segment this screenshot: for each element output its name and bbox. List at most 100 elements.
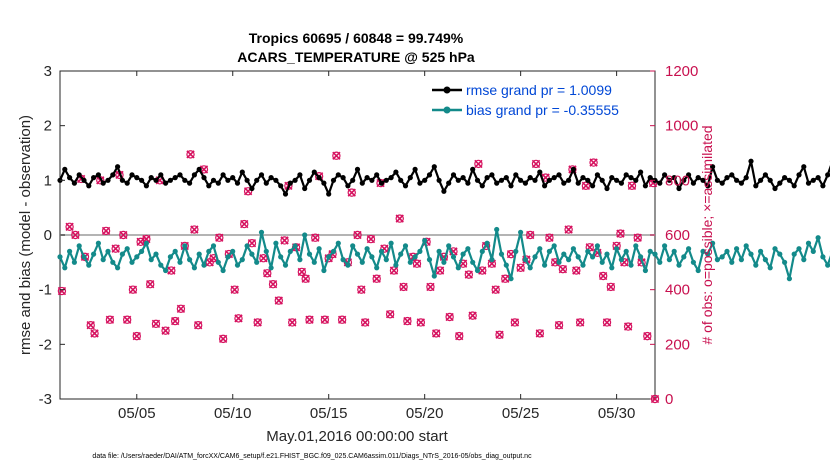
rmse-point <box>786 177 793 183</box>
obs-count-marker <box>274 296 284 305</box>
bias-point <box>657 259 663 265</box>
rmse-point <box>724 175 730 181</box>
obs-possible-marker <box>468 311 477 320</box>
rmse-point <box>700 177 706 183</box>
rmse-point <box>335 172 341 178</box>
obs-assimilated-marker <box>65 222 74 231</box>
obs-assimilated-marker <box>564 225 573 234</box>
bias-point <box>81 254 87 260</box>
rmse-point <box>254 177 260 183</box>
obs-possible-marker <box>230 285 239 294</box>
obs-assimilated-marker <box>495 330 504 339</box>
obs-possible-marker <box>372 274 381 283</box>
bias-point <box>753 262 759 268</box>
obs-possible-marker <box>455 331 464 341</box>
y-right-tick-label: 1000 <box>665 118 698 135</box>
chart-title-line1: Tropics 60695 / 60848 = 99.749% <box>249 30 464 46</box>
rmse-point <box>316 175 322 181</box>
obs-assimilated-marker <box>111 244 120 253</box>
obs-assimilated-marker <box>554 321 564 330</box>
obs-count-marker <box>65 222 74 231</box>
tick-layer: -3 -2 -1 0 1 2 3 0 200 400 600 800 1000 1200 05/05 05/1… <box>39 63 699 422</box>
rmse-point <box>431 164 437 170</box>
rmse-point <box>561 180 567 186</box>
bias-point <box>374 265 380 271</box>
bias-point <box>278 254 284 260</box>
rmse-point <box>215 180 221 186</box>
rmse-point <box>815 175 821 181</box>
obs-possible-marker <box>105 315 115 324</box>
rmse-point <box>268 175 274 181</box>
obs-possible-marker <box>531 159 541 169</box>
rmse-point <box>518 177 524 183</box>
rmse-point <box>139 177 145 183</box>
rmse-point <box>647 175 653 181</box>
rmse-point <box>762 172 769 178</box>
bias-point <box>187 257 193 263</box>
obs-assimilated-marker <box>435 266 445 275</box>
obs-possible-marker <box>385 310 395 319</box>
bias-line <box>58 228 830 280</box>
obs-count-marker <box>111 244 120 253</box>
rmse-point <box>206 183 212 189</box>
bias-point <box>201 262 207 268</box>
obs-possible-marker <box>57 286 67 296</box>
obs-count-marker <box>105 315 115 324</box>
rmse-point <box>354 166 361 172</box>
obs-count-marker <box>240 219 249 229</box>
rmse-point <box>498 177 505 183</box>
bias-point <box>642 267 649 274</box>
obs-count-marker <box>602 318 612 327</box>
y-right-tick-label: 400 <box>665 282 690 299</box>
rmse-point <box>796 172 802 178</box>
rmse-point <box>153 177 159 183</box>
rmse-point <box>801 164 807 170</box>
rmse-point <box>479 183 485 189</box>
rmse-point <box>580 175 586 181</box>
series-layer <box>57 158 830 282</box>
obs-possible-marker <box>589 158 598 167</box>
obs-count-marker <box>474 159 483 169</box>
rmse-point <box>705 183 711 189</box>
bias-point <box>407 259 413 265</box>
rmse-point <box>570 166 577 172</box>
rmse-point <box>484 175 490 181</box>
obs-count-marker <box>253 318 262 327</box>
obs-assimilated-marker <box>71 230 80 240</box>
rmse-point <box>302 185 308 192</box>
obs-possible-marker <box>320 315 330 324</box>
rmse-point <box>359 180 365 186</box>
bias-point <box>638 254 644 260</box>
obs-count-marker <box>128 285 138 294</box>
bias-point <box>143 240 149 246</box>
obs-count-marker <box>332 151 341 160</box>
obs-count-marker <box>491 285 500 294</box>
bias-point <box>124 246 130 252</box>
obs-assimilated-marker <box>234 314 243 323</box>
bias-point <box>527 265 533 271</box>
bias-point <box>220 267 226 274</box>
rmse-point <box>86 183 92 189</box>
obs-count-marker <box>305 315 314 324</box>
y-axis-right-label: # of obs: o=possible; ×=assimilated <box>699 125 715 344</box>
rmse-point <box>273 177 279 183</box>
obs-count-marker <box>280 236 289 245</box>
obs-count-marker <box>468 311 477 320</box>
bias-point <box>710 240 716 246</box>
obs-assimilated-marker <box>366 234 376 244</box>
obs-possible-marker <box>357 285 366 294</box>
bias-point <box>153 251 159 257</box>
rmse-point <box>306 177 313 183</box>
bias-point <box>129 259 135 265</box>
y-left-tick-label: 2 <box>44 118 52 135</box>
obs-possible-marker <box>360 318 370 327</box>
bias-point <box>719 254 725 260</box>
bias-point <box>95 240 101 246</box>
rmse-point <box>292 177 298 183</box>
obs-possible-marker <box>572 266 581 275</box>
obs-assimilated-marker <box>215 233 224 242</box>
rmse-point <box>772 185 778 192</box>
rmse-point <box>282 191 289 197</box>
obs-possible-marker <box>332 151 341 160</box>
obs-assimilated-marker <box>288 318 297 327</box>
